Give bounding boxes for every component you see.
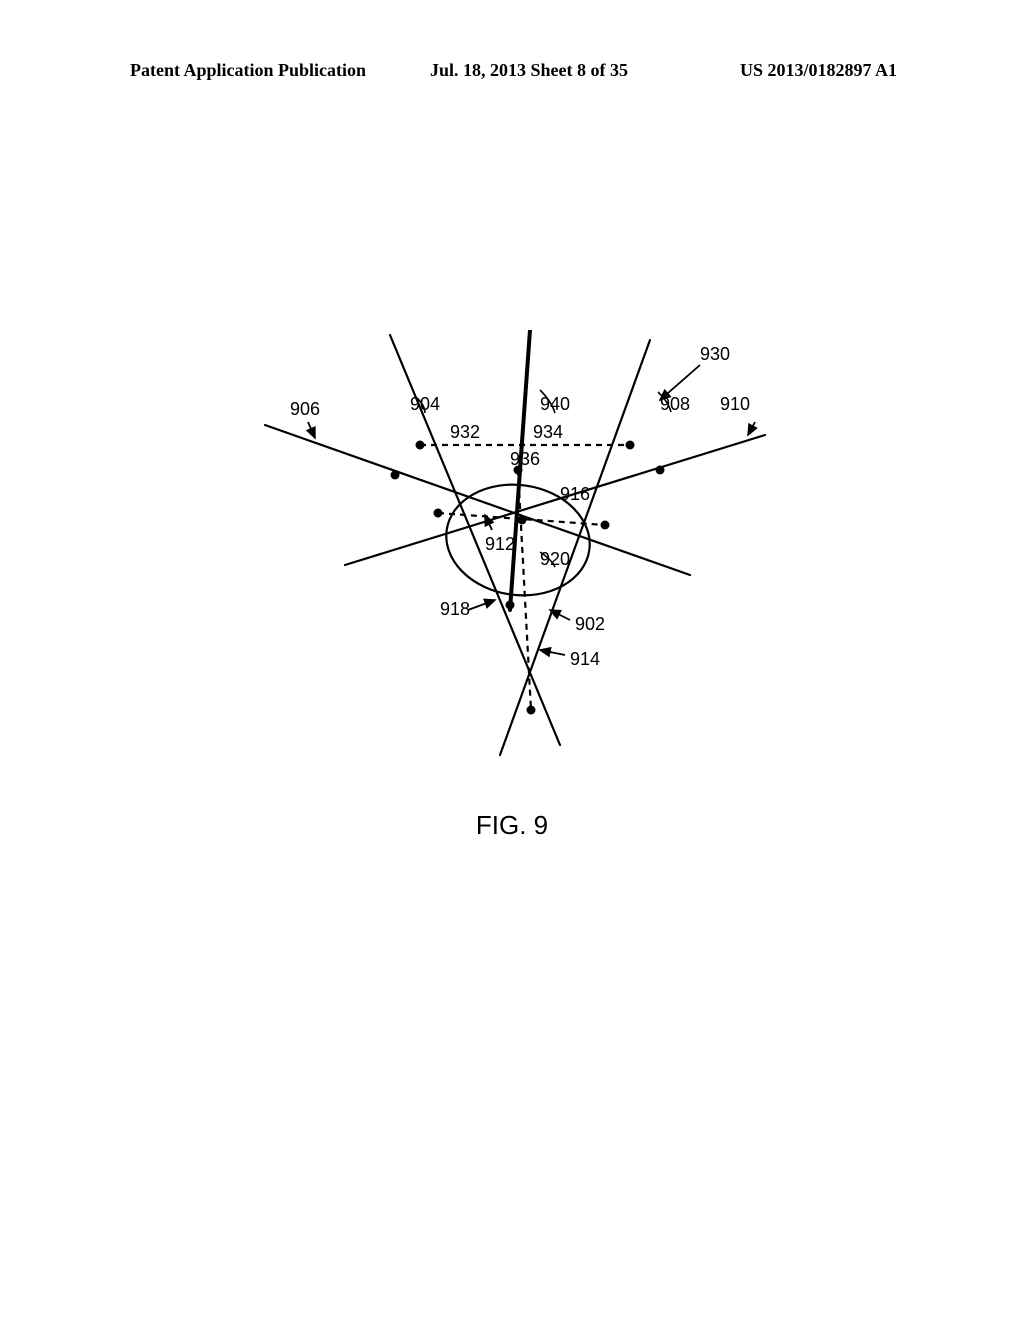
ref-label-910: 910 bbox=[720, 394, 750, 414]
lead-arrow-912l bbox=[485, 515, 492, 530]
header-date-sheet: Jul. 18, 2013 Sheet 8 of 35 bbox=[430, 60, 628, 81]
ref-label-936: 936 bbox=[510, 449, 540, 469]
ref-label-906: 906 bbox=[290, 399, 320, 419]
intersection-point-5 bbox=[518, 516, 527, 525]
lead-arrow-906l bbox=[308, 422, 315, 438]
intersection-point-6 bbox=[506, 601, 515, 610]
lead-arrow-910l bbox=[748, 422, 755, 435]
header-publication-type: Patent Application Publication bbox=[130, 60, 366, 81]
intersection-point-4 bbox=[601, 521, 610, 530]
ref-label-908: 908 bbox=[660, 394, 690, 414]
header-publication-number: US 2013/0182897 A1 bbox=[740, 60, 897, 81]
line-910 bbox=[345, 435, 765, 565]
ref-label-912: 912 bbox=[485, 534, 515, 554]
figure-9-svg: 930 906 904 940 908 910 932 934 936 916 912 920 918 9… bbox=[260, 330, 780, 770]
ref-label-934: 934 bbox=[533, 422, 563, 442]
intersection-point-0 bbox=[416, 441, 425, 450]
figure-caption: FIG. 9 bbox=[0, 810, 1024, 841]
intersection-point-8 bbox=[391, 471, 400, 480]
ref-label-916: 916 bbox=[560, 484, 590, 504]
figure-9: 930 906 904 940 908 910 932 934 936 916 912 920 918 9… bbox=[260, 330, 780, 770]
ref-label-930: 930 bbox=[700, 344, 730, 364]
page: Patent Application Publication Jul. 18, … bbox=[0, 0, 1024, 1320]
intersection-point-3 bbox=[434, 509, 443, 518]
lead-arrow-918l bbox=[468, 600, 495, 610]
ref-label-902: 902 bbox=[575, 614, 605, 634]
line-906 bbox=[265, 425, 690, 575]
intersection-point-7 bbox=[527, 706, 536, 715]
ref-label-920: 920 bbox=[540, 549, 570, 569]
lead-arrow-902l bbox=[550, 610, 570, 620]
intersection-point-9 bbox=[656, 466, 665, 475]
ref-label-918: 918 bbox=[440, 599, 470, 619]
intersection-point-1 bbox=[626, 441, 635, 450]
ref-label-940: 940 bbox=[540, 394, 570, 414]
ref-label-904: 904 bbox=[410, 394, 440, 414]
ref-label-932: 932 bbox=[450, 422, 480, 442]
ref-label-914: 914 bbox=[570, 649, 600, 669]
lead-arrow-914l bbox=[540, 650, 565, 655]
